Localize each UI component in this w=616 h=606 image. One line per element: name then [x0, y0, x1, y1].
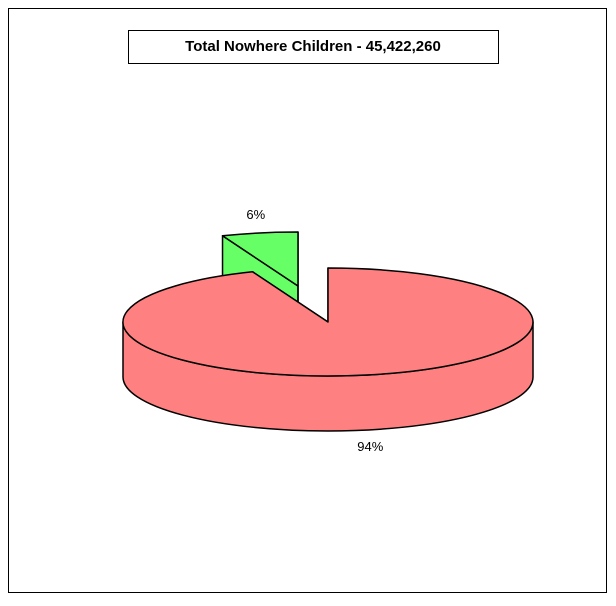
- data-label: 94%: [357, 439, 383, 454]
- slice: [122, 267, 534, 377]
- title-box: [128, 30, 499, 64]
- chart-title: Total Nowhere Children - 45,422,260: [185, 38, 441, 55]
- data-label: 6%: [246, 207, 265, 222]
- slice: [221, 231, 299, 287]
